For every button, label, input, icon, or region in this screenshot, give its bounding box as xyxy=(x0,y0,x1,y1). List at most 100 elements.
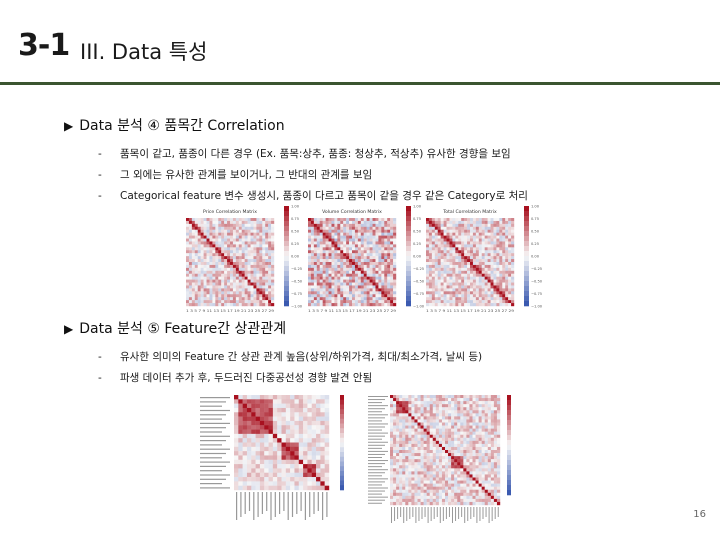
heatmap-cell xyxy=(466,474,470,478)
colorbar-segment xyxy=(340,442,344,448)
heatmap-cell xyxy=(399,425,403,429)
heatmap-cell xyxy=(369,218,373,222)
heatmap-cell xyxy=(328,294,332,298)
colorbar-segment xyxy=(524,266,529,272)
heatmap-cell xyxy=(508,226,512,230)
colorbar-segment xyxy=(406,301,411,307)
heatmap-cell xyxy=(396,465,400,469)
axis-label-line xyxy=(266,492,268,511)
heatmap-cell xyxy=(511,259,515,263)
heatmap-cell xyxy=(452,223,456,227)
heatmap-cell xyxy=(472,492,476,497)
heatmap-row-features xyxy=(196,390,522,525)
axis-label-line xyxy=(452,507,453,523)
heatmap-cell xyxy=(496,456,501,460)
heatmap-cell xyxy=(331,218,335,222)
heatmap-cell xyxy=(310,235,315,239)
heatmap-cell xyxy=(499,270,503,274)
heatmap-cell xyxy=(285,433,291,439)
heatmap-cell xyxy=(466,401,470,405)
heatmap-cell xyxy=(508,247,512,251)
heatmap-cell xyxy=(206,247,210,251)
heatmap-cell xyxy=(262,232,266,236)
heatmap-cell xyxy=(432,419,437,423)
heatmap-cell xyxy=(337,267,341,271)
heatmap-cell xyxy=(464,285,468,289)
heatmap-cell xyxy=(446,291,450,295)
heatmap-cell xyxy=(449,294,453,298)
heatmap-cell xyxy=(253,235,257,239)
heatmap-cell xyxy=(311,399,317,404)
heatmap-cell xyxy=(203,244,207,248)
heatmap-cell xyxy=(493,498,498,503)
axis-label-line xyxy=(368,402,382,404)
heatmap-cell xyxy=(346,250,350,254)
heatmap-cell xyxy=(475,404,479,408)
heatmap-cell xyxy=(203,262,207,266)
heatmap-cell xyxy=(247,223,251,227)
heatmap-cell xyxy=(463,471,467,475)
heatmap-cell xyxy=(467,282,471,286)
axis-label-line xyxy=(368,420,382,422)
heatmap-cell xyxy=(426,288,430,292)
heatmap-cell xyxy=(478,250,482,254)
heatmap-cell xyxy=(247,279,251,283)
heatmap-cell xyxy=(478,453,482,457)
heatmap-cell xyxy=(310,262,315,266)
heatmap-cell xyxy=(200,264,204,269)
heatmap-cell xyxy=(466,422,470,426)
heatmap-cell xyxy=(186,244,190,248)
heatmap-cell xyxy=(259,247,263,251)
heatmap-cell xyxy=(434,259,438,263)
heatmap-cell xyxy=(281,433,287,439)
heatmap-cell xyxy=(203,232,207,236)
heatmap-cell xyxy=(363,253,367,257)
heatmap-cell xyxy=(360,229,364,233)
heatmap-cell xyxy=(469,465,473,469)
heatmap-cell xyxy=(466,468,470,472)
heatmap-cell xyxy=(484,279,488,283)
heatmap-cell xyxy=(457,410,461,414)
heatmap-cell xyxy=(352,270,356,274)
heatmap-cell xyxy=(268,218,272,222)
heatmap-cell xyxy=(452,262,456,266)
heatmap-cell xyxy=(481,425,485,429)
axis-label-line xyxy=(400,507,402,517)
heatmap-cell xyxy=(458,256,462,260)
heatmap-cell xyxy=(428,238,433,242)
heatmap-cell xyxy=(197,267,201,271)
heatmap-cell xyxy=(334,256,338,260)
heatmap-cell xyxy=(478,229,482,233)
heatmap-cell xyxy=(455,282,459,286)
heatmap-cell xyxy=(352,267,356,271)
heatmap-cell xyxy=(440,279,444,283)
heatmap-cell xyxy=(414,431,418,435)
heatmap-cell xyxy=(423,428,427,432)
heatmap-cell xyxy=(308,300,312,304)
heatmap-cell xyxy=(475,416,479,420)
axis-label-line xyxy=(368,408,385,410)
heatmap-cell xyxy=(402,398,406,402)
heatmap-cell xyxy=(396,480,400,484)
heatmap-cell xyxy=(466,486,470,490)
heatmap-cell xyxy=(445,480,449,484)
heatmap-cell xyxy=(441,401,446,405)
heatmap-cell xyxy=(188,226,193,230)
heatmap-cell xyxy=(445,431,449,435)
axis-label-line xyxy=(261,492,263,514)
heatmap-cell xyxy=(431,270,435,274)
heatmap-cell xyxy=(502,291,506,295)
heatmap-cell xyxy=(378,238,382,242)
heatmap-cell xyxy=(426,267,430,271)
heatmap-cell xyxy=(487,437,492,442)
heatmap-cell xyxy=(357,303,361,307)
heatmap-cell xyxy=(256,250,260,254)
heatmap-cell xyxy=(469,492,473,497)
heatmap-cell xyxy=(354,285,359,289)
heatmap-cell xyxy=(235,256,239,260)
heatmap-cell xyxy=(235,253,239,257)
heatmap-cell xyxy=(298,407,304,413)
heatmap-cell xyxy=(255,477,261,482)
heatmap-cell xyxy=(396,492,400,497)
heatmap-cell xyxy=(325,264,329,269)
